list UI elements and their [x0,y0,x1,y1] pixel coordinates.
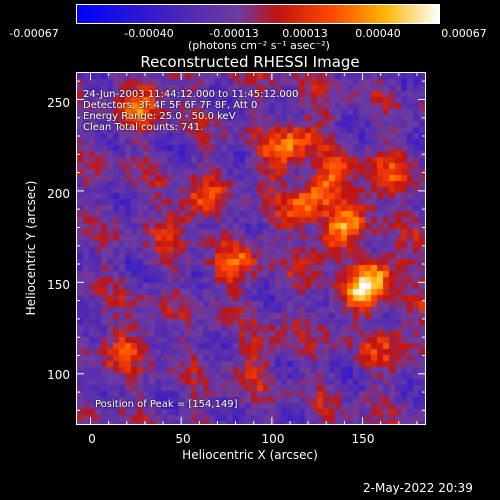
colorbar-tick-label: -0.00013 [209,27,259,40]
x-tick-label: 150 [351,432,375,446]
clean-counts: Clean Total counts: 741. [83,122,204,133]
heatmap-image [77,73,425,424]
x-axis-label: Heliocentric X (arcsec) [182,448,318,462]
y-tick-label: 200 [47,187,70,201]
plot-timestamp: 2-May-2022 20:39 [363,481,473,495]
colorbar-tick-label: 0.00067 [441,27,487,40]
detectors-info: Detectors: 3F 4F 5F 6F 7F 8F, Att 0 [83,100,258,111]
colorbar-tick-label: 0.00013 [282,27,328,40]
peak-position: Position of Peak = [154,149] [95,399,238,410]
chart-title: Reconstructed RHESSI Image [140,53,360,71]
x-tick-label: 50 [175,432,191,446]
colorbar-tick-label: -0.00067 [9,27,59,40]
y-tick-label: 250 [47,96,70,110]
colorbar-tick-label: -0.00040 [124,27,174,40]
energy-range: Energy Range: 25.0 - 50.0 keV [83,111,236,122]
observation-time: 24-Jun-2003 11:44:12.000 to 11:45:12.000 [83,89,299,100]
y-tick-label: 150 [47,278,70,292]
y-axis-label: Heliocentric Y (arcsec) [24,180,38,316]
colorbar-units: (photons cm⁻² s⁻¹ asec⁻²) [188,39,330,52]
y-tick-label: 100 [47,368,70,382]
colorbar [76,4,440,24]
colorbar-tick-label: 0.00040 [355,27,401,40]
plot-area: 24-Jun-2003 11:44:12.000 to 11:45:12.000… [76,72,426,425]
colorbar-tick-labels: -0.00067 -0.00040 -0.00013 0.00013 0.000… [0,27,500,41]
x-tick-label: 0 [88,432,96,446]
x-tick-label: 100 [261,432,285,446]
